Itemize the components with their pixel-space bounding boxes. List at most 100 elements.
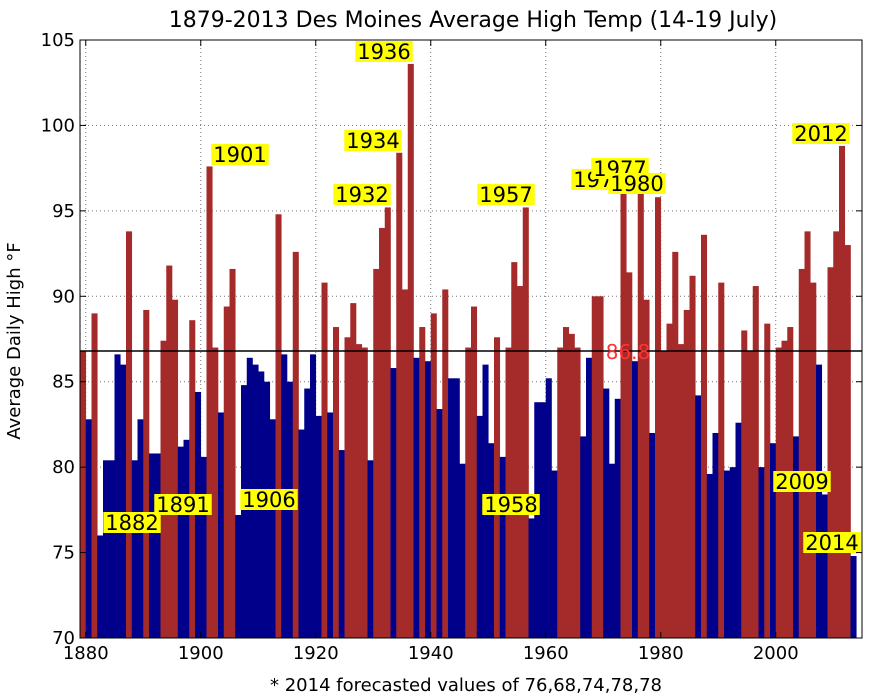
year-label-text: 1906: [242, 488, 295, 512]
bar-1963: [563, 327, 570, 638]
year-label-bg: [211, 144, 269, 165]
year-label-2014: 2014: [803, 531, 861, 555]
bar-1930: [373, 268, 380, 638]
bar-2010: [833, 231, 840, 639]
year-label-text: 1936: [357, 40, 410, 64]
bar-1939: [425, 361, 432, 638]
bar-1951: [494, 337, 501, 638]
bar-1919: [310, 354, 317, 638]
bar-1962: [557, 347, 564, 638]
bar-1897: [183, 439, 190, 638]
x-tick-label: 1960: [523, 643, 569, 664]
y-tick-label: 105: [41, 30, 75, 51]
bar-1937: [413, 357, 420, 638]
year-label-bg: [240, 489, 298, 510]
bar-1943: [448, 378, 455, 638]
year-label-1980: 1980: [608, 172, 666, 196]
bar-1959: [540, 402, 547, 638]
bar-1938: [419, 327, 426, 638]
bar-1973: [620, 190, 627, 638]
bar-1961: [551, 470, 558, 638]
bar-1924: [338, 450, 345, 638]
bar-1920: [315, 415, 322, 638]
bar-1974: [626, 272, 633, 638]
bar-1918: [304, 388, 311, 638]
x-tick-label: 1980: [638, 643, 684, 664]
x-tick-label: 2000: [753, 643, 799, 664]
bar-1985: [689, 275, 696, 638]
bar-1942: [442, 289, 449, 638]
bar-1879: [80, 350, 87, 638]
bar-1880: [85, 419, 92, 638]
reference-line-group: 86.8: [80, 340, 862, 364]
bar-1986: [695, 395, 702, 638]
year-label-1957: 1957: [477, 183, 535, 207]
bar-2003: [793, 436, 800, 638]
bar-1898: [189, 320, 196, 638]
y-tick-label: 85: [52, 372, 75, 393]
y-tick-label: 90: [52, 286, 75, 307]
year-label-bg: [103, 512, 161, 533]
x-tick-label: 1900: [178, 643, 224, 664]
bar-1913: [275, 214, 282, 638]
year-label-text: 1958: [484, 493, 537, 517]
year-label-2012: 2012: [792, 122, 850, 146]
bar-1921: [321, 282, 328, 638]
y-tick-label: 80: [52, 457, 75, 478]
bar-1970: [603, 388, 610, 638]
year-label-text: 1882: [105, 511, 158, 535]
bar-1940: [430, 313, 437, 638]
bar-1998: [764, 323, 771, 638]
bar-1903: [218, 412, 225, 638]
y-tick-label: 95: [52, 201, 75, 222]
year-label-text: 2014: [805, 531, 858, 555]
bar-1987: [701, 234, 708, 638]
bar-1981: [666, 323, 673, 638]
bar-2004: [798, 268, 805, 638]
bar-2008: [821, 494, 828, 638]
year-label-bg: [773, 471, 831, 492]
bar-1979: [655, 197, 662, 638]
bar-1900: [200, 456, 207, 638]
bar-1994: [741, 330, 748, 638]
year-label-text: 2009: [775, 470, 828, 494]
bar-1944: [453, 378, 460, 638]
bar-1883: [103, 460, 110, 638]
bar-1904: [223, 306, 230, 638]
year-label-bg: [803, 532, 861, 553]
bar-1955: [517, 286, 524, 638]
bar-1992: [729, 467, 736, 638]
x-tick-label: 1920: [293, 643, 339, 664]
year-labels: 1882189119011906193219341936195719581974…: [103, 40, 861, 555]
bar-1912: [269, 419, 276, 638]
bar-1999: [770, 443, 777, 638]
year-label-1882: 1882: [103, 511, 161, 535]
bar-1976: [637, 190, 644, 638]
x-tick-label: 1940: [408, 643, 454, 664]
reference-line-label: 86.8: [606, 340, 651, 364]
bar-1894: [166, 265, 173, 638]
axis-ticks: 1880 1900 1920 1940 1960 1980 2000 70 75 80 85 90 95…: [41, 30, 862, 664]
bar-1965: [574, 347, 581, 638]
bar-1983: [678, 344, 685, 638]
bar-1917: [298, 429, 305, 638]
bar-1969: [597, 296, 604, 638]
bar-1892: [154, 453, 161, 638]
bar-1931: [379, 227, 386, 638]
x-tick-label: 1880: [63, 643, 109, 664]
bar-1957: [528, 518, 535, 638]
year-label-2009: 2009: [773, 470, 831, 494]
bar-1916: [292, 251, 299, 638]
y-tick-label: 75: [52, 543, 75, 564]
bars: [80, 63, 857, 639]
bar-1885: [114, 354, 121, 638]
bar-1978: [649, 432, 656, 638]
bar-1888: [131, 460, 138, 638]
year-label-text: 1934: [346, 129, 399, 153]
bar-1901: [206, 166, 213, 639]
bar-1907: [241, 385, 248, 638]
bar-1905: [229, 268, 236, 638]
bar-1929: [367, 460, 374, 638]
bar-1928: [361, 347, 368, 638]
